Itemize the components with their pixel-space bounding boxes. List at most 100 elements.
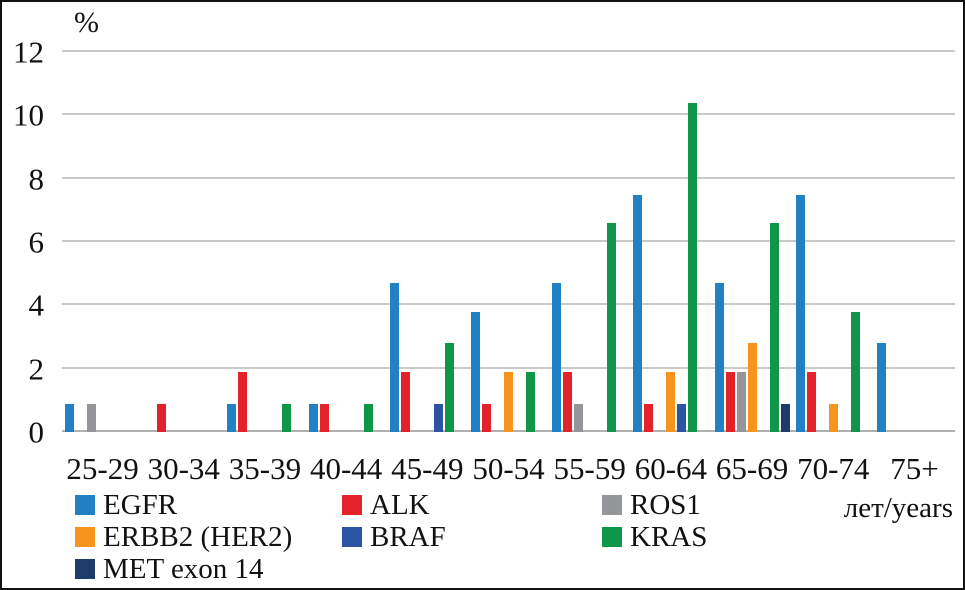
legend-swatch-icon (342, 495, 362, 515)
bar-group-75+ (874, 52, 955, 432)
x-tick-label-25-29: 25-29 (66, 451, 139, 486)
bar-slot (412, 52, 421, 432)
bar-slot (353, 52, 362, 432)
bar-slot (423, 52, 432, 432)
bar-group-30-34 (143, 52, 224, 432)
bar-slot (260, 52, 269, 432)
plot-area (62, 50, 955, 432)
legend-item-ros1: ROS1 (602, 490, 845, 520)
bar-braf-45-49 (433, 403, 443, 432)
x-axis-category-labels: 25-29 30-34 35-39 40-44 45-49 50-54 55-59 60-64… (62, 451, 955, 487)
bar-egfr-75+ (876, 343, 886, 432)
bar-slot (146, 52, 155, 432)
bar-kras-35-39 (282, 403, 292, 432)
bar-slot (747, 52, 757, 432)
bar-slot (677, 52, 687, 432)
bar-slot (769, 52, 779, 432)
bar-kras-40-44 (363, 403, 373, 432)
legend-swatch-icon (75, 559, 95, 579)
bar-slot (780, 52, 790, 432)
bar-slot (596, 52, 605, 432)
bar-slot (574, 52, 584, 432)
bar-alk-35-39 (238, 371, 248, 432)
bar-group-60-64 (630, 52, 711, 432)
bar-group-25-29 (62, 52, 143, 432)
bar-slot (618, 52, 627, 432)
x-axis-unit-label: лет/years (843, 492, 953, 524)
bar-alk-65-69 (725, 371, 735, 432)
gridline-y-6 (62, 240, 955, 242)
bar-kras-70-74 (850, 311, 860, 432)
bar-slot (238, 52, 248, 432)
bar-egfr-70-74 (795, 194, 805, 432)
bar-groups (62, 52, 955, 432)
bar-slot (515, 52, 524, 432)
x-tick-label-55-59: 55-59 (553, 451, 626, 486)
bar-egfr-50-54 (471, 311, 481, 432)
bar-alk-50-54 (482, 403, 492, 432)
x-tick-label-65-69: 65-69 (715, 451, 789, 486)
bar-slot (131, 52, 140, 432)
bar-met-exon-14-65-69 (780, 403, 790, 432)
bar-slot (190, 52, 199, 432)
bar-slot (910, 52, 919, 432)
bar-alk-30-34 (157, 403, 167, 432)
bar-slot (293, 52, 302, 432)
bar-slot (179, 52, 188, 432)
bar-slot (157, 52, 167, 432)
bar-slot (504, 52, 514, 432)
bar-slot (876, 52, 886, 432)
bar-slot (806, 52, 816, 432)
legend: EGFR ALK ROS1 ERBB2 (HER2) BRAF KRAS MET exon … (75, 489, 845, 585)
bar-slot (65, 52, 75, 432)
bar-slot (168, 52, 177, 432)
bar-group-50-54 (468, 52, 549, 432)
legend-label: BRAF (370, 520, 446, 553)
bar-slot (120, 52, 129, 432)
x-tick-label-50-54: 50-54 (472, 451, 545, 486)
bar-group-35-39 (224, 52, 305, 432)
bar-slot (633, 52, 643, 432)
x-tick-label-70-74: 70-74 (797, 451, 870, 486)
bar-slot (98, 52, 107, 432)
gridline-y-8 (62, 176, 955, 179)
bar-slot (655, 52, 664, 432)
bar-slot (725, 52, 735, 432)
bar-slot (271, 52, 280, 432)
bar-slot (249, 52, 258, 432)
x-tick-label-45-49: 45-49 (391, 451, 464, 486)
bar-slot (795, 52, 805, 432)
bar-slot (400, 52, 410, 432)
gridline-y-2 (62, 366, 955, 369)
gridline-y-12 (62, 50, 955, 52)
bar-ros1-25-29 (87, 403, 97, 432)
bar-group-70-74 (793, 52, 874, 432)
bar-slot (471, 52, 481, 432)
bar-egfr-25-29 (65, 403, 75, 432)
bar-egfr-35-39 (227, 403, 237, 432)
bar-slot (456, 52, 465, 432)
bar-slot (736, 52, 746, 432)
y-tick-label-8: 8 (28, 161, 45, 197)
bar-slot (552, 52, 562, 432)
bar-group-65-69 (712, 52, 793, 432)
bar-slot (87, 52, 97, 432)
y-tick-label-6: 6 (28, 224, 45, 260)
x-tick-label-40-44: 40-44 (309, 451, 383, 486)
bar-slot (482, 52, 492, 432)
bar-slot (862, 52, 871, 432)
bar-braf-60-64 (677, 403, 687, 432)
x-tick-label-60-64: 60-64 (634, 451, 708, 486)
bar-slot (76, 52, 85, 432)
bar-kras-45-49 (444, 343, 454, 432)
bar-erbb2-her2--70-74 (828, 403, 838, 432)
bar-slot (699, 52, 708, 432)
legend-label: ERBB2 (HER2) (103, 520, 293, 553)
bar-group-40-44 (306, 52, 387, 432)
bar-slot (444, 52, 454, 432)
bar-slot (688, 52, 698, 432)
x-tick-label-30-34: 30-34 (147, 451, 220, 486)
y-tick-label-10: 10 (13, 97, 44, 133)
bar-slot (319, 52, 329, 432)
